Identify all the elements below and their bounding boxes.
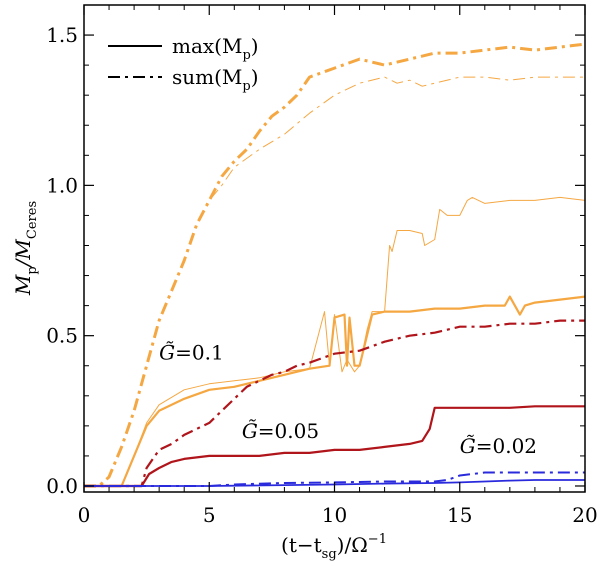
plot-frame [83, 4, 586, 493]
annotation-symbol: G̃ [159, 341, 175, 365]
series-line-2 [84, 295, 586, 488]
series-line-7 [84, 479, 585, 487]
x-tick-label: 20 [572, 503, 597, 527]
legend: max(Mp) sum(Mp) [108, 34, 259, 94]
annotation-layer: G̃=0.1G̃=0.05G̃=0.02 [159, 341, 537, 458]
annotation-symbol: G̃ [242, 419, 258, 443]
annotation-label-0: G̃=0.1 [159, 341, 224, 365]
series-line-0 [84, 42, 586, 488]
x-axis-label: (t−tsg)/Ω−1 [281, 532, 387, 562]
series-line-5 [84, 405, 585, 488]
series-line-3 [84, 196, 586, 487]
y-tick-label: 1.0 [46, 173, 78, 197]
annotation-value: =0.1 [175, 341, 224, 365]
y-tick-label: 0.5 [46, 324, 78, 348]
legend-label-max: max(Mp) [172, 34, 259, 63]
annotation-symbol: G̃ [460, 434, 476, 458]
y-axis-label: Mp/MCeres [11, 201, 40, 296]
x-tick-label: 10 [322, 503, 347, 527]
y-tick-label: 0.0 [46, 474, 78, 498]
x-tick-label: 5 [203, 503, 216, 527]
series-line-6 [84, 471, 585, 487]
x-tick-label: 15 [447, 503, 472, 527]
series-line-1 [84, 76, 585, 487]
series-line-4 [84, 319, 585, 488]
legend-label-sum: sum(Mp) [172, 65, 259, 94]
y-tick-label: 1.5 [46, 23, 78, 47]
annotation-value: =0.05 [258, 419, 319, 443]
annotation-label-1: G̃=0.05 [242, 419, 319, 443]
tick-layer: 0 5 10 15 20 0.0 0.5 1.0 1.5 [46, 5, 598, 527]
annotation-label-2: G̃=0.02 [460, 434, 537, 458]
annotation-value: =0.02 [476, 434, 537, 458]
x-tick-label: 0 [78, 503, 91, 527]
series-layer [84, 42, 586, 488]
